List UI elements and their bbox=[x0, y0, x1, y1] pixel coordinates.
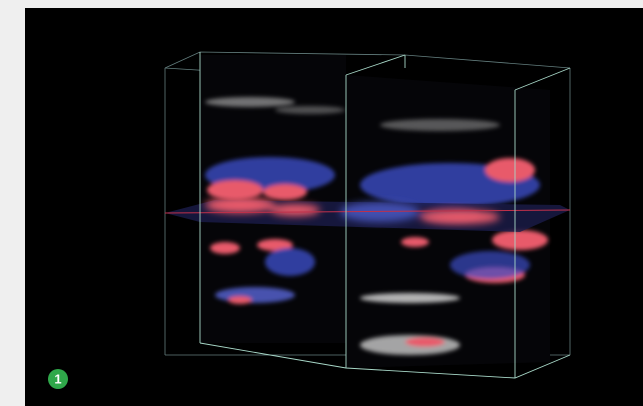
badge: 1 bbox=[48, 369, 68, 389]
wireframe-front bbox=[199, 52, 571, 379]
horizontal-slab bbox=[164, 197, 571, 232]
badge-circle bbox=[48, 369, 68, 389]
badge-label: 1 bbox=[54, 371, 61, 386]
